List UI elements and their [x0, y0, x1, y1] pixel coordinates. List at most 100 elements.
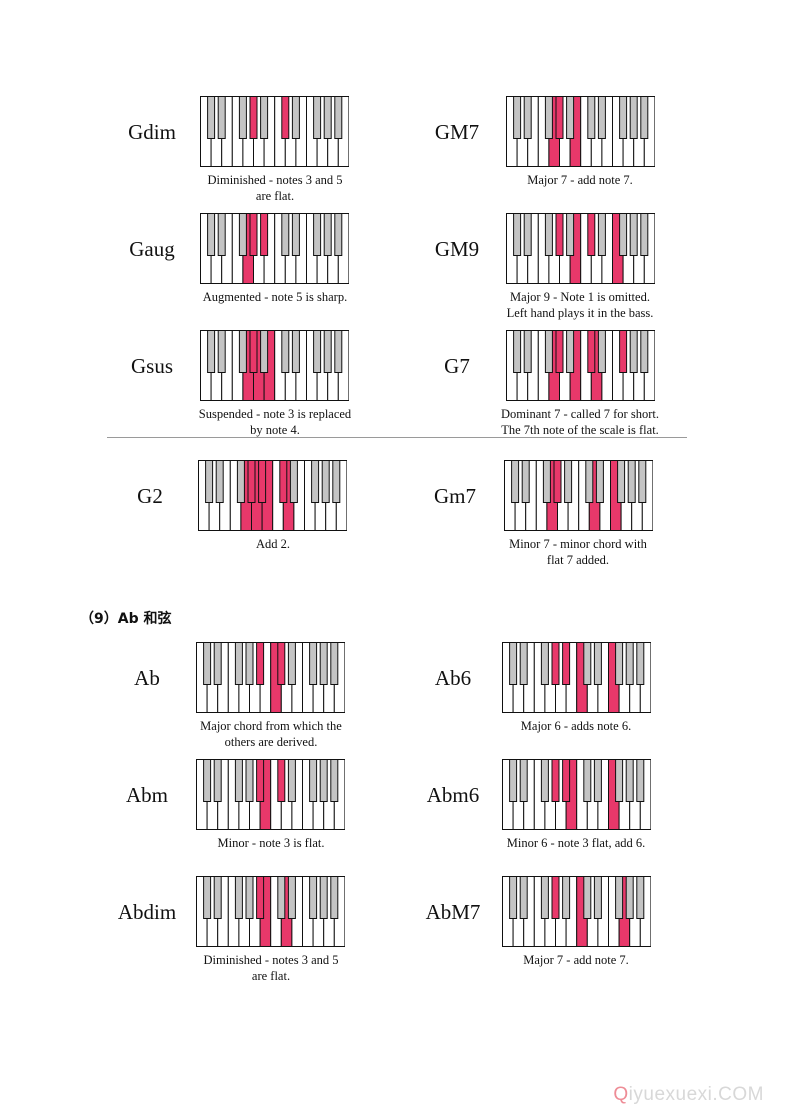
chord-name: AbM7 — [425, 900, 481, 924]
black-key — [593, 876, 602, 919]
black-key — [309, 876, 318, 919]
chord-caption: Minor 7 - minor chord with flat 7 added. — [468, 536, 688, 568]
black-key — [636, 759, 645, 802]
black-key-highlighted — [247, 460, 256, 503]
black-key — [234, 759, 243, 802]
keyboard-svg — [502, 876, 651, 947]
black-key — [625, 642, 634, 685]
watermark-accent: Q — [613, 1084, 629, 1105]
black-key — [540, 759, 549, 802]
keyboard-svg — [506, 213, 655, 284]
black-key — [245, 876, 254, 919]
keyboard-svg — [200, 96, 349, 167]
black-key — [207, 213, 216, 256]
black-key — [587, 96, 596, 139]
black-key — [544, 330, 553, 373]
black-key-highlighted — [562, 642, 571, 685]
caption-line: Augmented - note 5 is sharp. — [202, 290, 348, 304]
black-key — [217, 96, 226, 139]
black-key — [334, 330, 343, 373]
caption-line: others are derived. — [224, 735, 318, 749]
chord-name: Abm6 — [426, 783, 480, 807]
black-key — [236, 460, 245, 503]
caption-line: flat 7 added. — [546, 553, 610, 567]
piano-keyboard — [502, 876, 651, 947]
piano-keyboard — [506, 213, 655, 284]
section-divider — [107, 437, 687, 438]
black-key — [519, 642, 528, 685]
black-key-highlighted — [277, 759, 286, 802]
black-key-highlighted — [256, 876, 265, 919]
black-key — [523, 330, 532, 373]
caption-line: Minor 7 - minor chord with — [509, 537, 647, 551]
black-key-highlighted — [260, 213, 269, 256]
black-key-highlighted — [555, 96, 564, 139]
caption-line: Diminished - notes 3 and 5 — [203, 953, 339, 967]
black-key — [334, 96, 343, 139]
chord-caption: Augmented - note 5 is sharp. — [165, 289, 385, 305]
black-key — [615, 876, 624, 919]
black-key — [593, 759, 602, 802]
piano-keyboard — [200, 213, 349, 284]
black-key — [334, 213, 343, 256]
black-key-highlighted — [587, 330, 596, 373]
black-key — [544, 96, 553, 139]
caption-line: Major 7 - add note 7. — [523, 953, 629, 967]
black-key-highlighted — [555, 213, 564, 256]
black-key-highlighted — [249, 213, 258, 256]
black-key — [521, 460, 530, 503]
caption-line: The 7th note of the scale is flat. — [501, 423, 659, 437]
site-watermark: Qiyuexuexi.COM — [613, 1084, 764, 1106]
watermark-text: iyuexuexi.COM — [628, 1084, 764, 1105]
black-key — [625, 876, 634, 919]
black-key — [544, 213, 553, 256]
black-key-highlighted — [619, 330, 628, 373]
black-key — [583, 759, 592, 802]
caption-line: Major 7 - add note 7. — [527, 173, 633, 187]
black-key — [313, 330, 322, 373]
black-key-highlighted — [256, 642, 265, 685]
chord-caption: Major 7 - add note 7. — [466, 952, 686, 968]
black-key — [636, 642, 645, 685]
black-key — [321, 460, 330, 503]
keyboard-svg — [196, 759, 345, 830]
black-key — [564, 460, 573, 503]
black-key-highlighted — [258, 460, 267, 503]
black-key-highlighted — [277, 642, 286, 685]
black-key — [323, 96, 332, 139]
black-key — [260, 96, 269, 139]
black-key — [597, 96, 606, 139]
black-key — [319, 642, 328, 685]
black-key — [638, 460, 647, 503]
piano-keyboard — [200, 96, 349, 167]
chord-caption: Major 7 - add note 7. — [470, 172, 690, 188]
keyboard-svg — [504, 460, 653, 531]
black-key — [640, 96, 649, 139]
black-key-highlighted — [281, 96, 290, 139]
chord-caption: Major 6 - adds note 6. — [466, 718, 686, 734]
black-key — [583, 876, 592, 919]
keyboard-svg — [506, 330, 655, 401]
black-key — [234, 642, 243, 685]
black-key — [217, 330, 226, 373]
black-key — [597, 213, 606, 256]
black-key — [562, 876, 571, 919]
section-heading: （9）Ab 和弦 — [80, 611, 172, 627]
caption-line: Suspended - note 3 is replaced — [198, 407, 352, 421]
chord-name: G7 — [444, 354, 470, 378]
chord-caption: Diminished - notes 3 and 5 are flat. — [165, 172, 385, 204]
black-key — [615, 642, 624, 685]
black-key — [597, 330, 606, 373]
black-key-highlighted — [249, 96, 258, 139]
black-key — [203, 759, 212, 802]
black-key — [245, 642, 254, 685]
black-key — [287, 759, 296, 802]
black-key — [238, 330, 247, 373]
black-key — [291, 213, 300, 256]
black-key — [523, 213, 532, 256]
caption-line: by note 4. — [250, 423, 300, 437]
black-key — [583, 642, 592, 685]
black-key — [330, 759, 339, 802]
piano-keyboard — [506, 330, 655, 401]
black-key — [203, 876, 212, 919]
